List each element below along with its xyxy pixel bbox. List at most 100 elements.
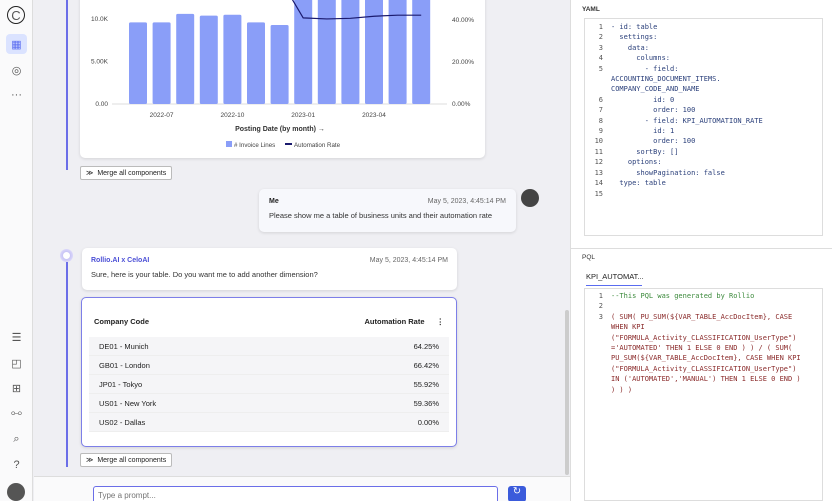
code-text: order: 100: [611, 106, 696, 115]
search-icon[interactable]: ⌕: [13, 432, 20, 445]
company-code-cell: JP01 - Tokyo: [99, 379, 143, 389]
column-header[interactable]: Company Code: [94, 316, 150, 326]
send-button[interactable]: ↻: [508, 486, 526, 501]
code-line: 2: [585, 301, 822, 311]
code-line: 13 showPagination: false: [585, 168, 822, 178]
bar: [199, 15, 218, 104]
code-text: ("FORMULA_Activity_CLASSIFICATION_UserTy…: [611, 333, 797, 342]
merge-components-button[interactable]: ≫ Merge all components: [80, 166, 173, 180]
combo-chart: 0.00 5.00K 10.0K 0.00% 20.00% 40.00% 2022-07 20…: [91, 0, 474, 149]
timeline-line: [66, 262, 68, 467]
table-row[interactable]: JP01 - Tokyo 55.92%: [89, 375, 449, 394]
pql-editor[interactable]: 1 --This PQL was generated by Rollio 2 3 ( S…: [584, 288, 823, 501]
database-icon[interactable]: ☰: [11, 331, 22, 344]
x-tick: 2022-07: [150, 112, 174, 119]
merge-icon: ≫: [86, 457, 94, 464]
legend-label: Automation Rate: [294, 142, 341, 149]
line-number: 15: [594, 189, 603, 198]
code-line: ) ) ): [585, 385, 822, 395]
scrollbar[interactable]: [565, 310, 569, 475]
line-number: 12: [594, 158, 603, 167]
bar: [270, 24, 289, 105]
code-text: - field:: [611, 64, 679, 73]
line-number: [585, 74, 611, 84]
line-number: [585, 333, 611, 343]
company-code-cell: GB01 - London: [99, 360, 150, 370]
more-icon[interactable]: ···: [11, 89, 22, 101]
x-axis-title: Posting Date (by month) →: [235, 126, 325, 133]
table-row[interactable]: DE01 - Munich 64.25%: [89, 337, 449, 356]
code-line: 10 order: 100: [585, 136, 822, 146]
y-right-tick: 20.00%: [452, 59, 474, 66]
automation-rate-cell: 66.42%: [413, 360, 439, 370]
line-number: 8: [598, 116, 603, 125]
tab-kpi-automation[interactable]: KPI_AUTOMAT...: [586, 272, 644, 286]
line-number: 2: [598, 302, 603, 311]
line-number: 5: [598, 64, 603, 73]
company-code-cell: DE01 - Munich: [99, 341, 149, 351]
table-header: Company Code Automation Rate ⋮: [89, 305, 449, 337]
line-number: 11: [594, 147, 603, 156]
code-line: 6 id: 0: [585, 95, 822, 105]
line-number: [585, 374, 611, 384]
code-text: columns:: [611, 54, 671, 63]
line-number: 4: [598, 54, 603, 63]
code-text: options:: [611, 158, 662, 167]
divider: [571, 248, 832, 249]
sliders-icon[interactable]: ⧟: [11, 406, 22, 419]
code-text: WHEN KPI: [611, 323, 645, 332]
refresh-icon: ↻: [512, 486, 522, 497]
avatar[interactable]: [7, 483, 25, 501]
code-line: 11 sortBy: []: [585, 147, 822, 157]
table-row[interactable]: US02 - Dallas 0.00%: [89, 413, 449, 432]
merge-components-button[interactable]: ≫ Merge all components: [80, 453, 173, 467]
more-vertical-icon[interactable]: ⋮: [436, 316, 445, 326]
code-line: 14 type: table: [585, 178, 822, 188]
bar: [247, 22, 265, 104]
celonis-logo-icon[interactable]: C: [7, 6, 25, 24]
message-author: Me: [269, 198, 279, 205]
apps-grid-icon[interactable]: ▦: [6, 34, 27, 54]
table-row[interactable]: US01 - New York 59.36%: [89, 394, 449, 413]
gift-icon[interactable]: ⊞: [11, 382, 22, 395]
y-left-tick: 5.00K: [91, 59, 109, 66]
pql-label: PQL: [582, 254, 596, 261]
prompt-input[interactable]: [93, 486, 498, 501]
table-row[interactable]: GB01 - London 66.42%: [89, 356, 449, 375]
code-text: ) ) ): [611, 385, 633, 394]
y-left-tick: 0.00: [95, 101, 108, 108]
bar: [223, 14, 242, 104]
user-avatar: [521, 189, 539, 207]
line-number: 1: [598, 292, 603, 300]
y-right-tick: 40.00%: [452, 17, 474, 24]
code-text: - id: table: [611, 23, 658, 31]
open-external-icon[interactable]: ◰: [11, 357, 22, 370]
bot-avatar-icon: [60, 249, 73, 262]
line-number: 6: [598, 95, 603, 104]
code-line: 3 ( SUM( PU_SUM(${VAR_TABLE_AccDocItem}, …: [585, 312, 822, 322]
help-icon[interactable]: ?: [13, 459, 20, 471]
bar: [129, 22, 147, 104]
line-number: [585, 84, 611, 94]
code-text: ( SUM( PU_SUM(${VAR_TABLE_AccDocItem}, C…: [611, 312, 793, 321]
line-number: 13: [594, 168, 603, 177]
bar: [294, 0, 313, 104]
x-tick: 2023-01: [291, 112, 315, 119]
legend-swatch-line: [285, 143, 292, 145]
code-text: settings:: [611, 33, 658, 42]
compass-icon[interactable]: ◎: [11, 64, 22, 77]
code-line: ='AUTOMATED' THEN 1 ELSE 0 END ) ) / ( S…: [585, 343, 822, 353]
message-text: Sure, here is your table. Do you want me…: [91, 270, 318, 279]
line-number: 1: [598, 23, 603, 31]
bar: [176, 13, 195, 104]
x-tick: 2022-10: [220, 112, 244, 119]
chat-area: 0.00 5.00K 10.0K 0.00% 20.00% 40.00% 2022-07 20…: [34, 0, 570, 501]
code-text: type: table: [611, 179, 666, 188]
y-left-tick: 10.0K: [91, 16, 109, 23]
code-text: COMPANY_CODE_AND_NAME: [611, 85, 700, 94]
yaml-editor[interactable]: 1 - id: table 2 settings: 3 data: 4 columns:…: [584, 18, 823, 236]
code-text: data:: [611, 43, 649, 52]
code-line: 2 settings:: [585, 32, 822, 42]
column-header[interactable]: Automation Rate: [364, 316, 425, 326]
code-line: 3 data:: [585, 43, 822, 53]
